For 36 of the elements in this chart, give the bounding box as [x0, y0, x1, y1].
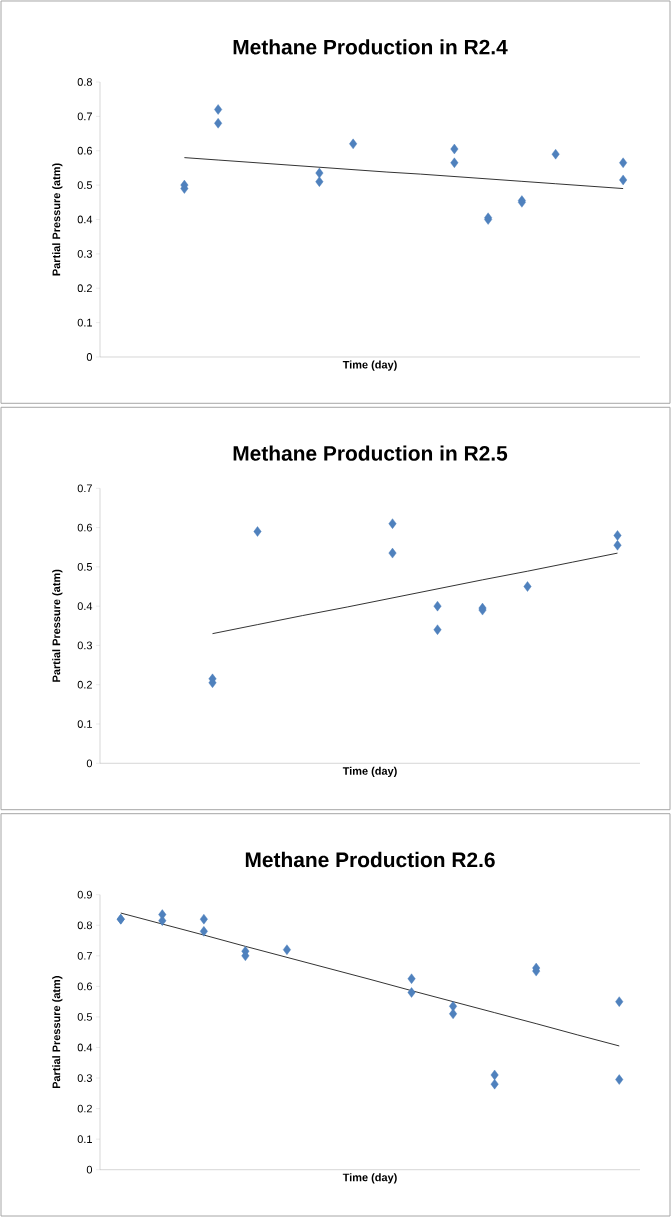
- x-axis-title: Time (day): [342, 766, 397, 778]
- y-tick-label: 0.2: [77, 284, 92, 293]
- y-tick-label: 0.3: [77, 250, 92, 258]
- chart-title: Methane Production in R2.5: [233, 445, 508, 461]
- y-tick-label: 0.8: [77, 78, 92, 86]
- y-tick-label: 0.1: [77, 318, 92, 327]
- y-tick-label: 0.5: [77, 563, 93, 571]
- y-tick-label: 0.9: [77, 890, 92, 899]
- y-tick-label: 0.4: [77, 1043, 93, 1052]
- y-tick-label: 0.6: [77, 982, 92, 991]
- x-axis-title: Time (day): [342, 1173, 397, 1184]
- y-tick-label: 0.4: [77, 602, 93, 611]
- y-tick-label: 0.7: [77, 112, 92, 121]
- y-tick-label: 0.5: [77, 181, 93, 189]
- chart-title: Methane Production in R2.4: [233, 39, 508, 55]
- y-tick-label: 0.7: [77, 484, 92, 493]
- y-tick-label: 0.2: [77, 680, 92, 689]
- y-tick-label: 0.2: [77, 1104, 92, 1113]
- y-tick-label: 0: [86, 759, 93, 768]
- chart-title: Methane Production R2.6: [245, 851, 495, 868]
- y-tick-label: 0.4: [77, 215, 93, 224]
- x-axis-title: Time (day): [342, 360, 397, 371]
- y-axis-title: Partial Pressure (atm): [52, 163, 63, 276]
- y-tick-label: 0.3: [77, 1074, 92, 1082]
- y-tick-label: 0.5: [77, 1013, 93, 1021]
- y-tick-label: 0.3: [77, 641, 92, 650]
- y-tick-label: 0.1: [77, 1135, 92, 1144]
- y-tick-label: 0.6: [77, 146, 92, 155]
- y-tick-label: 0: [86, 353, 93, 361]
- y-tick-label: 0: [86, 1165, 93, 1174]
- y-axis-title: Partial Pressure (atm): [52, 976, 63, 1089]
- y-axis-title: Partial Pressure (atm): [52, 569, 63, 682]
- y-tick-label: 0.1: [77, 720, 92, 728]
- y-tick-label: 0.8: [77, 921, 92, 930]
- y-tick-label: 0.6: [77, 523, 92, 532]
- y-tick-label: 0.7: [77, 951, 92, 960]
